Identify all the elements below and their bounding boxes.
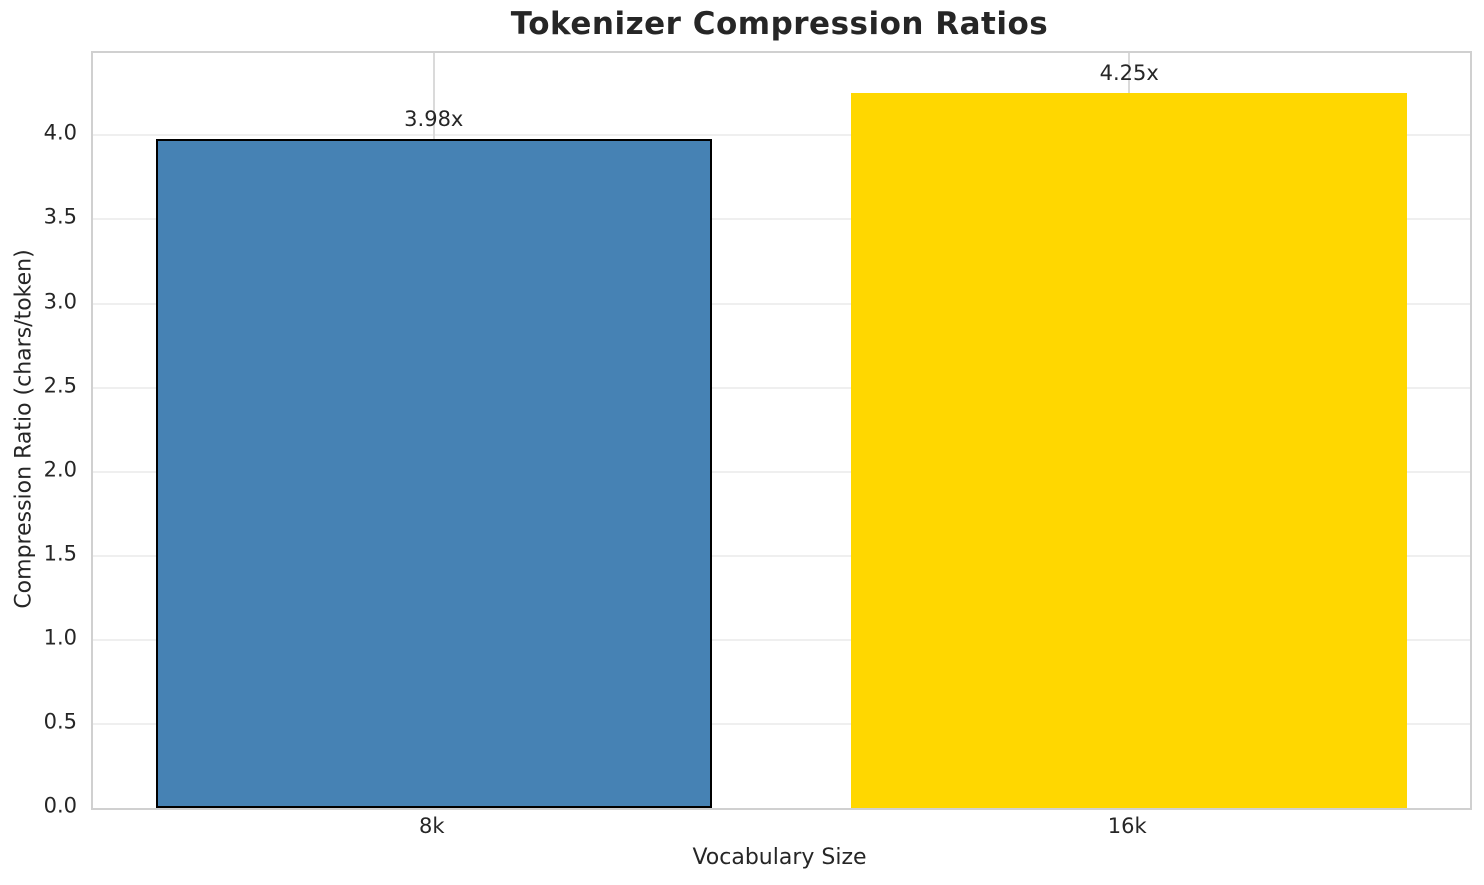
y-tick-label: 4.0 [43, 120, 77, 145]
bar-value-label: 3.98x [404, 106, 464, 131]
x-axis: 8k 16k [91, 814, 1468, 844]
y-tick-label: 3.0 [43, 289, 77, 314]
y-tick-label: 3.5 [43, 204, 77, 229]
x-tick-label: 8k [419, 814, 445, 838]
y-grid-line [93, 554, 1470, 557]
y-grid-line [93, 218, 1470, 221]
y-grid-line [93, 302, 1470, 305]
bar-8k [155, 138, 712, 808]
y-tick-label: 1.0 [43, 625, 77, 650]
x-axis-label: Vocabulary Size [692, 845, 867, 870]
plot-area: 3.98x 4.25x [91, 51, 1472, 810]
y-grid-line [93, 386, 1470, 389]
y-grid-line [93, 134, 1470, 137]
y-tick-label: 2.0 [43, 457, 77, 482]
y-axis: 0.0 0.5 1.0 1.5 2.0 2.5 3.0 3.5 4.0 [0, 51, 85, 816]
y-tick-label: 1.5 [43, 541, 77, 566]
y-grid-line [93, 638, 1470, 641]
y-grid-line [93, 470, 1470, 473]
x-tick-label: 16k [1107, 814, 1147, 838]
y-grid-line [93, 722, 1470, 725]
bar-value-label: 4.25x [1099, 61, 1159, 86]
bar-16k [851, 93, 1408, 808]
chart-title: Tokenizer Compression Ratios [510, 6, 1049, 42]
y-tick-label: 0.0 [43, 793, 77, 818]
y-tick-label: 0.5 [43, 709, 77, 734]
y-tick-label: 2.5 [43, 373, 77, 398]
